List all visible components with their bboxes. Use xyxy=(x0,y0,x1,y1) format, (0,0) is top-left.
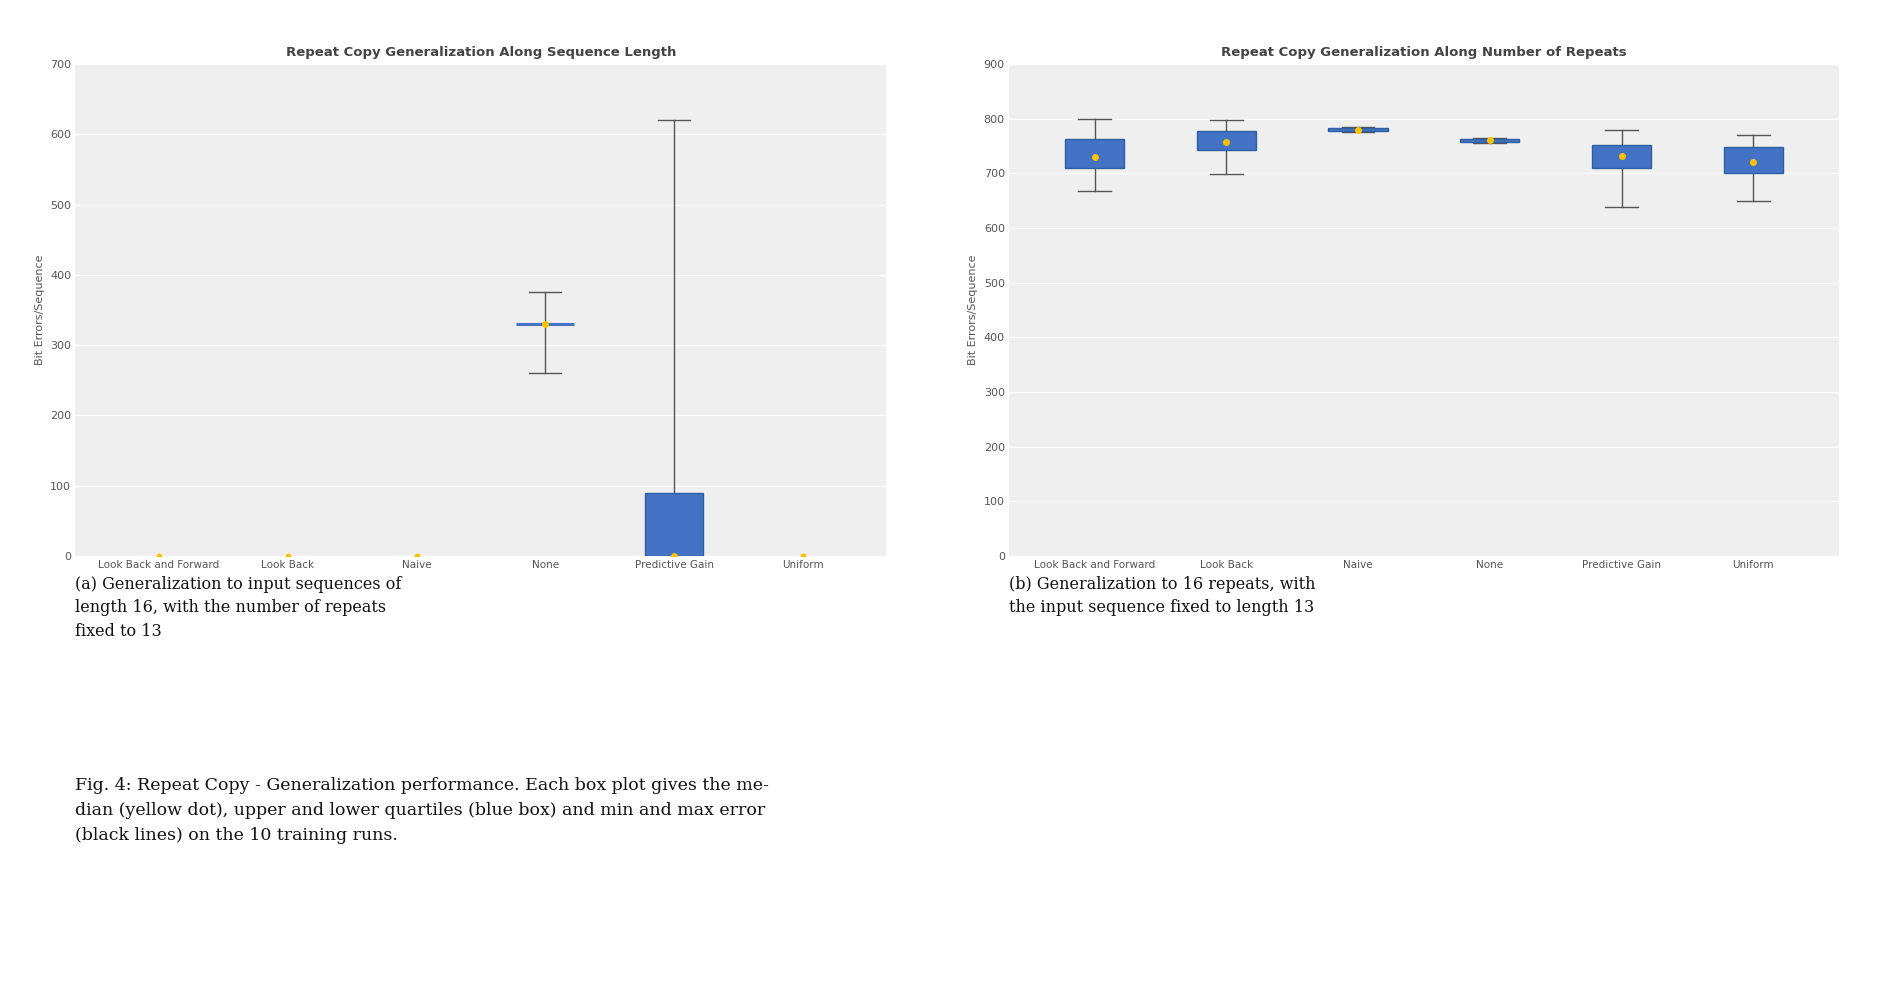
Point xyxy=(658,548,688,564)
Y-axis label: Bit Errors/Sequence: Bit Errors/Sequence xyxy=(968,255,979,365)
Title: Repeat Copy Generalization Along Number of Repeats: Repeat Copy Generalization Along Number … xyxy=(1220,45,1628,59)
FancyBboxPatch shape xyxy=(645,493,703,556)
FancyBboxPatch shape xyxy=(1592,145,1650,168)
FancyBboxPatch shape xyxy=(1066,140,1124,168)
Title: Repeat Copy Generalization Along Sequence Length: Repeat Copy Generalization Along Sequenc… xyxy=(287,45,675,59)
Point xyxy=(273,548,304,564)
Point xyxy=(1211,134,1241,150)
Point xyxy=(1607,148,1637,163)
Point xyxy=(1739,154,1769,170)
FancyBboxPatch shape xyxy=(1198,131,1256,151)
Point xyxy=(788,548,819,564)
Point xyxy=(1475,133,1505,149)
Point xyxy=(1079,149,1109,164)
Point xyxy=(402,548,432,564)
Text: (b) Generalization to 16 repeats, with
the input sequence fixed to length 13: (b) Generalization to 16 repeats, with t… xyxy=(1009,576,1316,616)
FancyBboxPatch shape xyxy=(1724,147,1782,173)
Text: Fig. 4: Repeat Copy - Generalization performance. Each box plot gives the me-
di: Fig. 4: Repeat Copy - Generalization per… xyxy=(75,777,769,844)
Text: (a) Generalization to input sequences of
length 16, with the number of repeats
f: (a) Generalization to input sequences of… xyxy=(75,576,402,640)
FancyBboxPatch shape xyxy=(1460,140,1520,142)
FancyBboxPatch shape xyxy=(1328,129,1388,131)
Y-axis label: Bit Errors/Sequence: Bit Errors/Sequence xyxy=(34,255,45,365)
Point xyxy=(530,316,560,332)
Point xyxy=(1343,122,1373,138)
Point xyxy=(143,548,174,564)
